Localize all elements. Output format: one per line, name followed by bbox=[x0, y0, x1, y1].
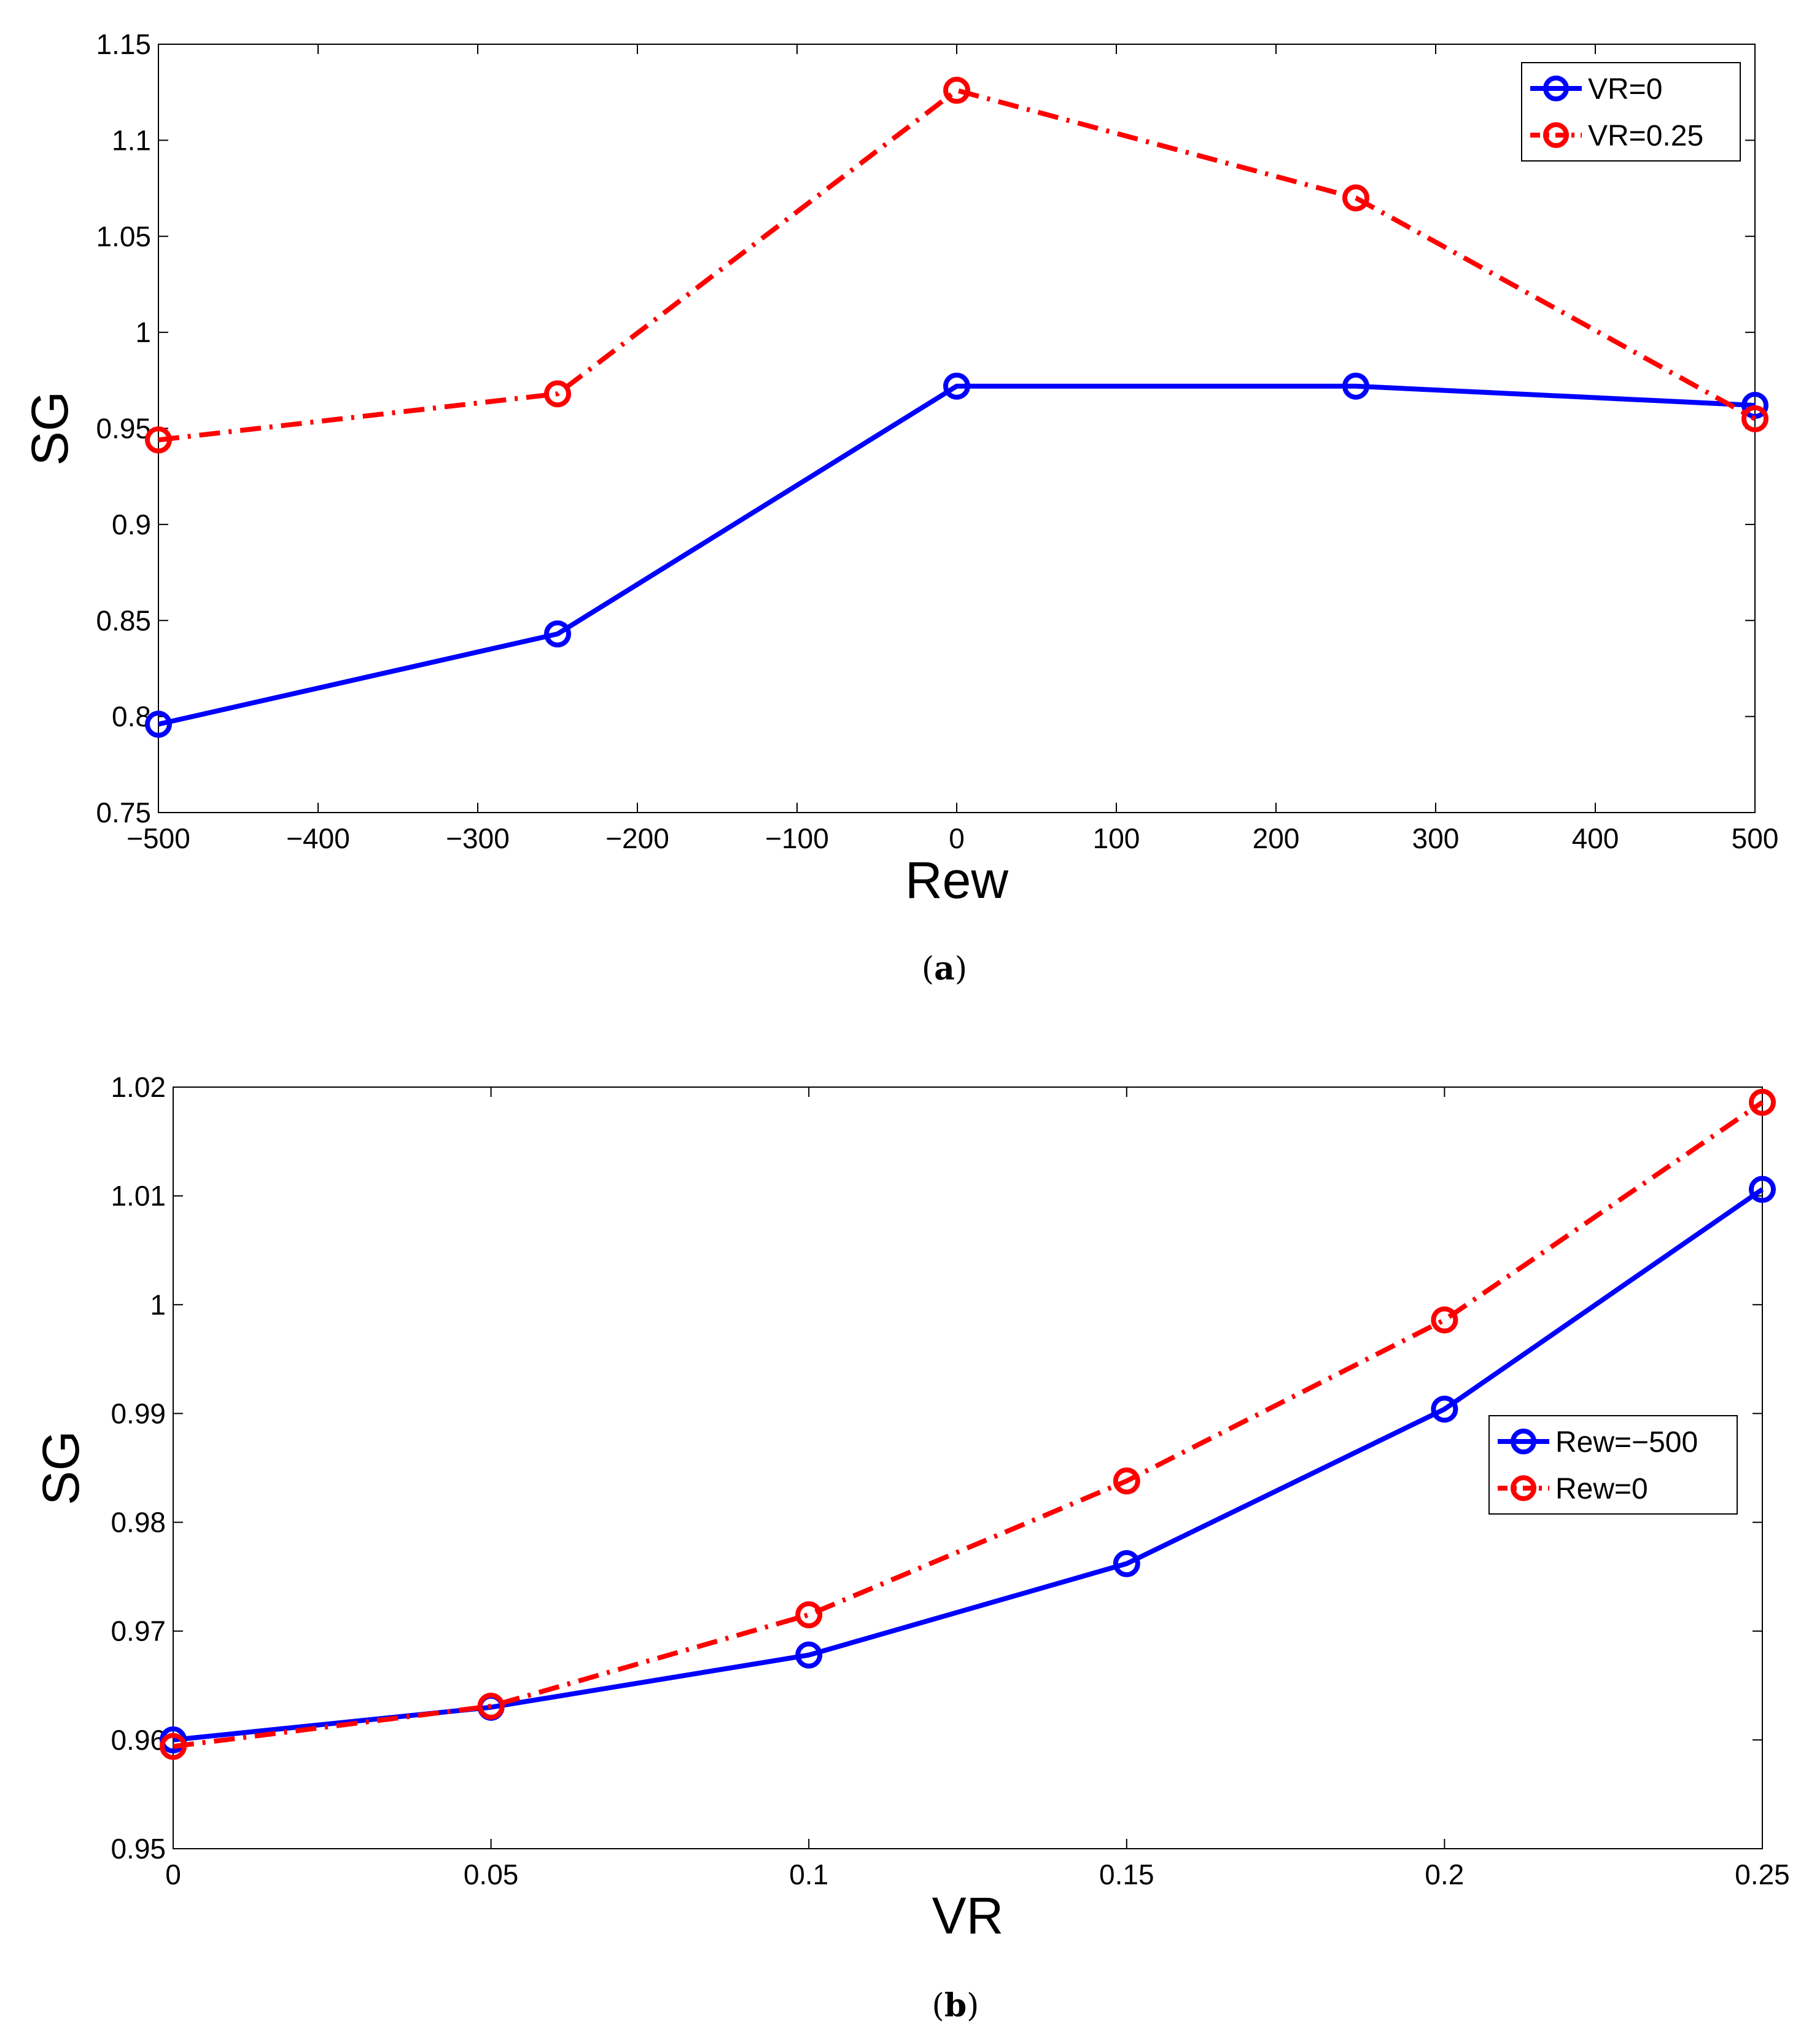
data-point-marker bbox=[943, 372, 970, 400]
data-point-marker bbox=[477, 1692, 505, 1720]
data-point-marker bbox=[1749, 1088, 1776, 1116]
legend-marker bbox=[1511, 1475, 1536, 1501]
chart-b-caption-letter: b bbox=[944, 1987, 967, 2024]
x-tick-label: 0.15 bbox=[1099, 1859, 1154, 1890]
y-tick-label: 1 bbox=[150, 1289, 166, 1320]
y-tick-label: 0.95 bbox=[96, 413, 151, 445]
x-tick-label: −100 bbox=[765, 822, 829, 854]
chart-a-caption: (a) bbox=[922, 950, 967, 988]
legend-marker bbox=[1511, 1429, 1536, 1454]
y-tick-label: 0.85 bbox=[96, 604, 151, 636]
data-point-marker bbox=[1749, 1176, 1776, 1203]
x-tick-label: 200 bbox=[1253, 822, 1300, 854]
y-tick-label: 1.15 bbox=[96, 28, 151, 60]
y-tick-label: 0.95 bbox=[111, 1833, 166, 1865]
chart-a-series bbox=[145, 77, 1768, 738]
x-tick-label: 0 bbox=[165, 1859, 181, 1890]
data-point-marker bbox=[943, 77, 970, 104]
legend-marker bbox=[1543, 122, 1569, 148]
data-point-marker bbox=[795, 1641, 823, 1669]
x-tick-label: 0.2 bbox=[1425, 1859, 1464, 1890]
y-tick-label: 0.96 bbox=[111, 1724, 166, 1756]
chart-b-x-axis-label: VR bbox=[932, 1887, 1004, 1945]
legend-label: Rew=0 bbox=[1555, 1473, 1648, 1505]
x-tick-label: 400 bbox=[1572, 822, 1619, 854]
chart-a-caption-letter: a bbox=[934, 950, 955, 988]
x-tick-label: 0.25 bbox=[1735, 1859, 1790, 1890]
series-line-1 bbox=[158, 383, 1756, 727]
data-point-marker bbox=[1113, 1467, 1140, 1495]
data-point-marker bbox=[160, 1733, 187, 1760]
x-tick-label: 0.1 bbox=[789, 1859, 828, 1890]
chart-a-y-axis-label: SG bbox=[21, 391, 79, 466]
data-point-marker bbox=[1342, 372, 1369, 400]
series-line-2 bbox=[173, 1100, 1764, 1749]
x-tick-label: −400 bbox=[286, 822, 350, 854]
data-point-marker bbox=[795, 1601, 823, 1629]
y-tick-label: 0.8 bbox=[112, 701, 151, 733]
chart-b-series bbox=[160, 1088, 1776, 1760]
y-tick-label: 1 bbox=[135, 316, 151, 348]
y-tick-label: 0.98 bbox=[111, 1507, 166, 1539]
x-tick-label: −300 bbox=[446, 822, 510, 854]
data-point-marker bbox=[145, 711, 172, 738]
y-tick-label: 0.99 bbox=[111, 1397, 166, 1429]
chart-b-ticks: 0 0.05 0.1 0.15 0.2 0.25 0.95 0.96 0.97 0.98 0.99 1… bbox=[111, 1071, 1789, 1890]
legend-marker bbox=[1543, 76, 1569, 101]
x-tick-label: 0.05 bbox=[464, 1859, 519, 1890]
data-point-marker bbox=[544, 380, 571, 408]
chart-a-x-axis-label: Rew bbox=[905, 851, 1008, 909]
y-tick-label: 1.1 bbox=[112, 124, 151, 156]
chart-b-y-axis-label: SG bbox=[32, 1430, 90, 1505]
chart-b: 0 0.05 0.1 0.15 0.2 0.25 0.95 0.96 0.97 0.98 0.99 1… bbox=[32, 1071, 1790, 2024]
y-tick-label: 0.9 bbox=[112, 509, 151, 540]
x-tick-label: 500 bbox=[1732, 822, 1779, 854]
data-point-marker bbox=[145, 426, 172, 454]
x-tick-label: −500 bbox=[126, 822, 190, 854]
data-point-marker bbox=[544, 620, 571, 648]
data-point-marker bbox=[1431, 1306, 1458, 1334]
chart-b-legend[interactable]: Rew=−500 Rew=0 bbox=[1488, 1415, 1738, 1515]
chart-b-caption: (b) bbox=[932, 1987, 979, 2024]
chart-a-legend[interactable]: VR=0 VR=0.25 bbox=[1521, 62, 1741, 162]
y-tick-label: 1.01 bbox=[111, 1180, 166, 1212]
legend-label: VR=0 bbox=[1588, 73, 1662, 106]
data-point-marker bbox=[1741, 405, 1768, 432]
y-tick-label: 0.97 bbox=[111, 1615, 166, 1647]
x-tick-label: 0 bbox=[949, 822, 965, 854]
y-tick-label: 0.75 bbox=[96, 797, 151, 829]
x-tick-label: 100 bbox=[1093, 822, 1140, 854]
legend-label: Rew=−500 bbox=[1555, 1426, 1698, 1459]
chart-a: −500 −400 −300 −200 −100 0 100 200 300 400 500 0.75… bbox=[21, 28, 1778, 988]
data-point-marker bbox=[1342, 184, 1369, 212]
y-tick-label: 1.02 bbox=[111, 1071, 166, 1103]
x-tick-label: −200 bbox=[605, 822, 669, 854]
chart-a-ticks: −500 −400 −300 −200 −100 0 100 200 300 400 500 0.75… bbox=[96, 28, 1778, 854]
legend-label: VR=0.25 bbox=[1588, 120, 1703, 152]
chart-a-plot-area bbox=[158, 44, 1756, 813]
x-tick-label: 300 bbox=[1412, 822, 1460, 854]
data-point-marker bbox=[1431, 1395, 1458, 1423]
y-tick-label: 1.05 bbox=[96, 220, 151, 252]
data-point-marker bbox=[1113, 1550, 1140, 1577]
